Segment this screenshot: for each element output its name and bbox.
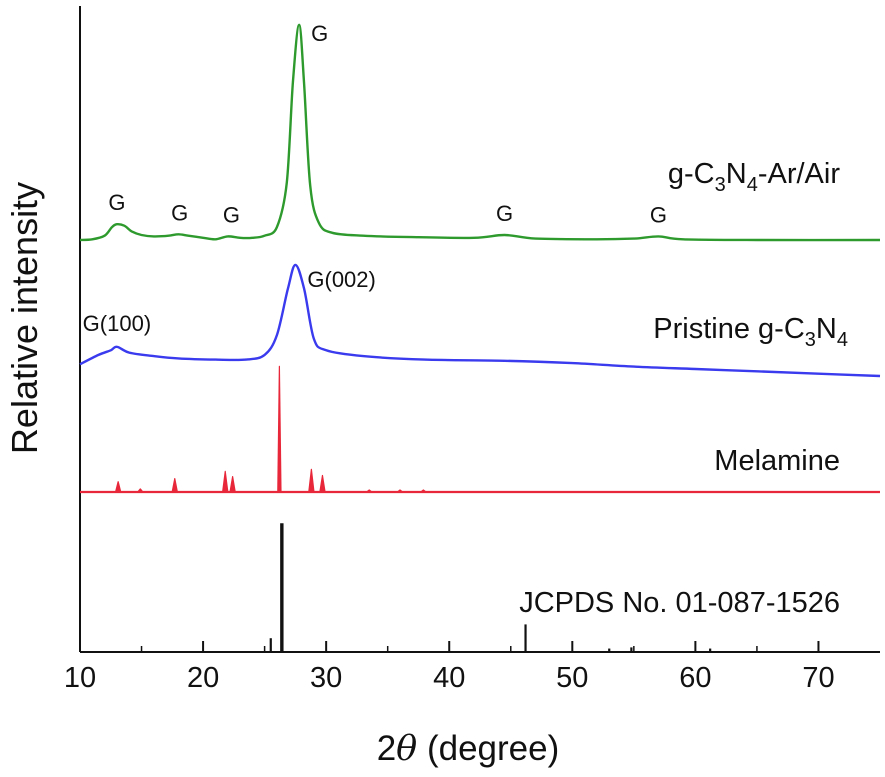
axes: 10 20 30 40 50 60 70 [64, 6, 880, 694]
melamine-peak-6 [308, 468, 315, 493]
melamine-peak-2 [171, 478, 178, 493]
peak-annotation-6: G(100) [83, 311, 151, 336]
peak-annotation-5: G [650, 202, 667, 227]
peak-annotation-3: G [311, 21, 328, 46]
peak-annotation-0: G [108, 190, 125, 215]
melamine-peak-0 [114, 481, 122, 493]
melamine-peak-7 [319, 474, 326, 493]
melamine-peak-1 [137, 488, 144, 493]
x-tick-label-60: 60 [679, 662, 711, 694]
series-label-g-c3n4-ar-air: g-C3N4-Ar/Air [668, 158, 840, 196]
series-layer [79, 23, 881, 652]
peak-annotation-7: G(002) [307, 267, 375, 292]
melamine-peak-8 [366, 489, 373, 493]
x-tick-label-20: 20 [187, 662, 219, 694]
x-axis-label-theta: θ [396, 729, 417, 769]
melamine-peak-5 [277, 365, 282, 493]
x-axis-label-prefix: 2 [377, 729, 396, 768]
melamine-peak-4 [229, 475, 236, 493]
peak-annotation-4: G [496, 201, 513, 226]
labels-layer: g-C3N4-Ar/Air Pristine g-C3N4 Melamine JCPD… [83, 21, 848, 619]
series-label-pristine-g-c3n4: Pristine g-C3N4 [653, 313, 848, 351]
series-label-jcpds-no-01-087-1526: JCPDS No. 01-087-1526 [519, 587, 840, 619]
x-tick-label-50: 50 [556, 662, 588, 694]
x-axis-label: 2θ (degree) [377, 729, 560, 769]
x-tick-label-10: 10 [64, 662, 96, 694]
x-tick-label-70: 70 [802, 662, 834, 694]
melamine-peak-3 [222, 470, 229, 493]
series-line-pristine-g-c3n4 [79, 263, 881, 378]
x-tick-label-30: 30 [310, 662, 342, 694]
y-axis-label: Relative intensity [4, 182, 45, 454]
peak-annotation-2: G [223, 203, 240, 228]
peak-annotation-1: G [171, 200, 188, 225]
series-line-g-c3n4-ar-air [79, 23, 881, 242]
x-tick-label-40: 40 [433, 662, 465, 694]
x-axis-label-suffix: (degree) [417, 729, 559, 768]
melamine-peak-10 [420, 489, 427, 493]
melamine-peak-9 [396, 489, 404, 493]
series-label-melamine: Melamine [714, 445, 840, 477]
